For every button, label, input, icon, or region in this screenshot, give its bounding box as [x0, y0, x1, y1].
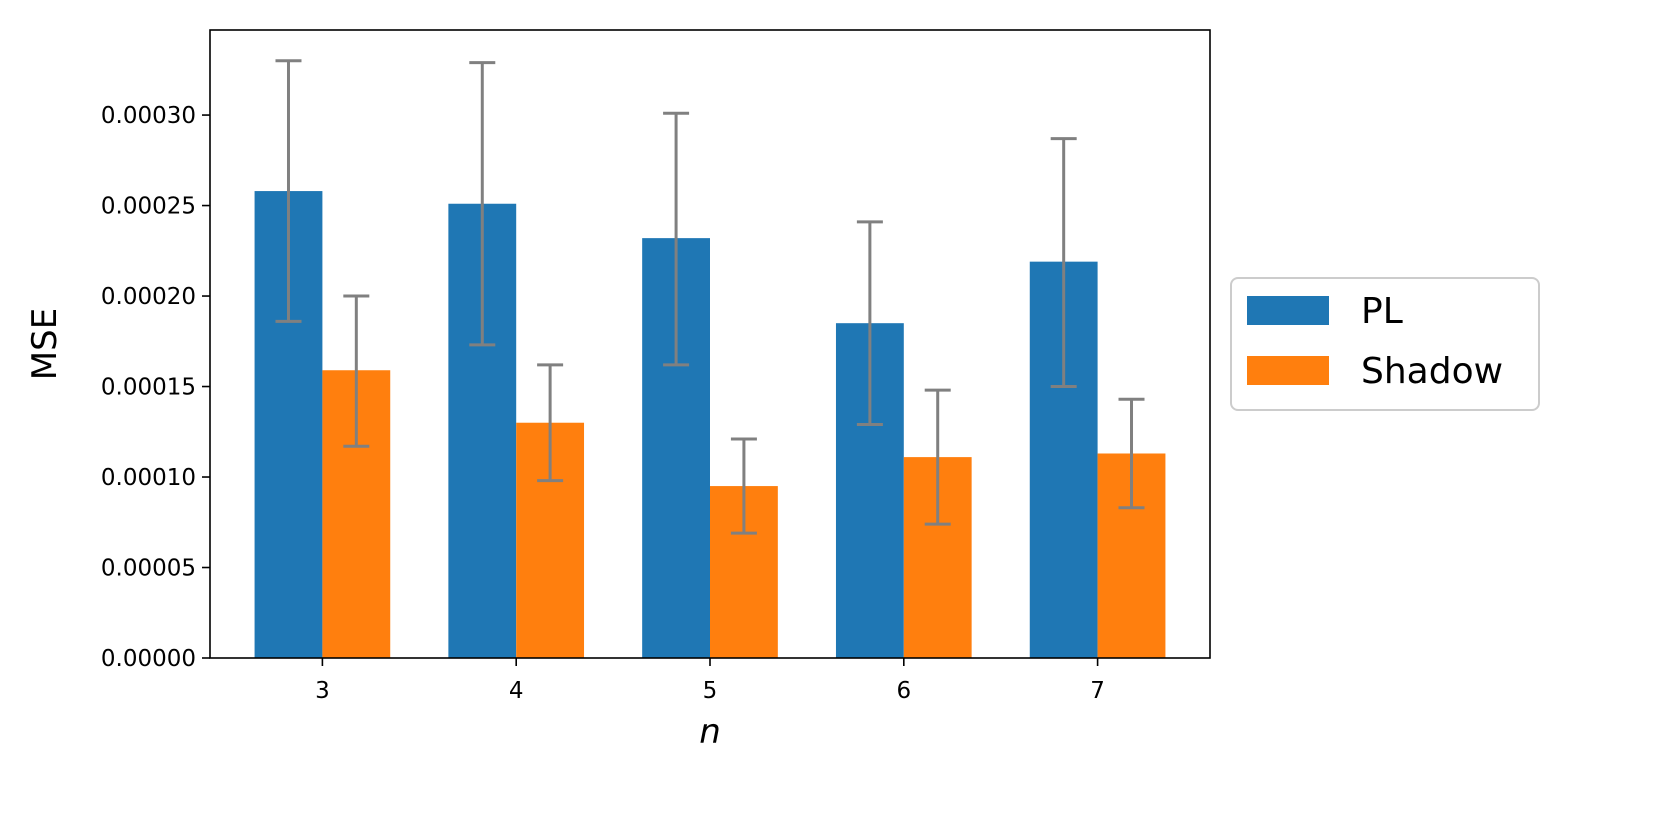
- error-bars-layer: [275, 59, 1145, 535]
- y-tick-label: 0.00000: [101, 646, 196, 672]
- legend-swatch-shadow: [1247, 356, 1329, 385]
- error-bar-pl-5: [663, 111, 690, 367]
- x-tick-label: 5: [703, 678, 718, 704]
- x-tick-label: 7: [1090, 678, 1105, 704]
- error-bar-pl-6: [856, 220, 883, 427]
- legend: PL Shadow: [1230, 277, 1540, 411]
- y-tick-label: 0.00025: [101, 194, 196, 220]
- y-tick-label: 0.00005: [101, 556, 196, 582]
- y-tick-label: 0.00030: [101, 103, 196, 129]
- x-tick-label: 3: [315, 678, 330, 704]
- x-tick-label: 6: [896, 678, 911, 704]
- error-bar-shadow-4: [537, 363, 564, 483]
- error-bar-pl-4: [469, 61, 496, 347]
- error-bar-shadow-6: [924, 388, 951, 526]
- error-bar-pl-3: [275, 59, 302, 323]
- legend-label-shadow: Shadow: [1361, 351, 1503, 392]
- error-bar-pl-7: [1050, 137, 1077, 389]
- x-axis-ticks: 3 4 5 6 7: [315, 658, 1105, 704]
- legend-label-pl: PL: [1361, 291, 1403, 332]
- error-bar-shadow-7: [1118, 397, 1145, 510]
- error-bar-shadow-5: [730, 437, 757, 535]
- y-axis-label: MSE: [25, 308, 65, 380]
- legend-swatch-pl: [1247, 296, 1329, 325]
- y-tick-label: 0.00010: [101, 465, 196, 491]
- x-tick-label: 4: [509, 678, 524, 704]
- error-bar-shadow-3: [343, 294, 370, 448]
- y-tick-label: 0.00020: [101, 284, 196, 310]
- x-axis-label: n: [699, 712, 721, 752]
- y-tick-label: 0.00015: [101, 375, 196, 401]
- y-axis-ticks: 0.00000 0.00005 0.00010 0.00015 0.00020 0.000…: [101, 103, 210, 672]
